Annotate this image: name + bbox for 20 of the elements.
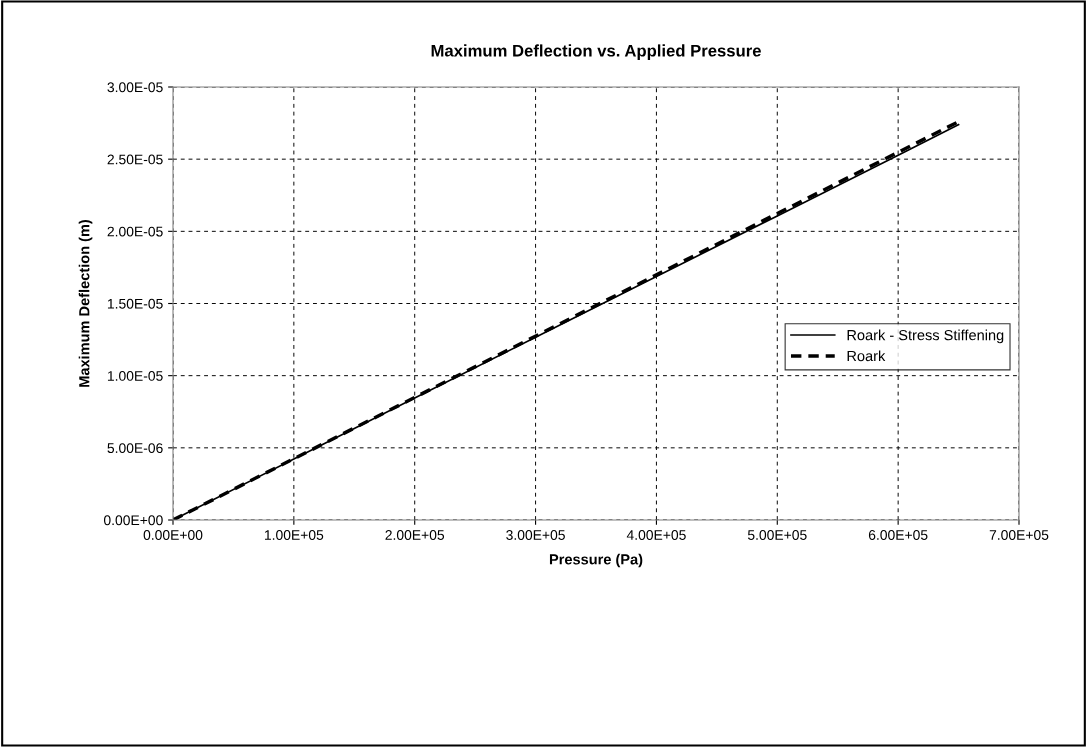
x-tick-label: 1.00E+05 [264,530,324,540]
x-tick-label: 4.00E+05 [626,530,686,540]
y-axis-title: Maximum Deflection (m) [78,219,93,387]
x-axis-title: Pressure (Pa) [549,553,643,568]
y-tick-label: 1.00E-05 [107,371,163,381]
x-tick-label: 6.00E+05 [868,530,928,540]
y-tick-label: 1.50E-05 [107,298,163,309]
y-tick-label: 2.00E-05 [107,226,163,237]
y-tick-label: 5.00E-06 [107,443,163,453]
y-tick-label: 0.00E+00 [103,515,163,526]
x-tick-label: 5.00E+05 [747,530,807,540]
chart-title: Maximum Deflection vs. Applied Pressure [431,44,761,60]
x-tick-label: 3.00E+05 [506,530,565,540]
x-tick-label: 0.00E+00 [143,530,203,540]
legend-label: Roark [847,350,886,362]
y-tick-label: 3.00E-05 [107,82,163,93]
y-tick-label: 2.50E-05 [107,154,163,165]
x-tick-label: 2.00E+05 [385,530,445,540]
legend-label: Roark - Stress Stiffening [847,329,1004,344]
x-tick-label: 7.00E+05 [989,530,1049,540]
